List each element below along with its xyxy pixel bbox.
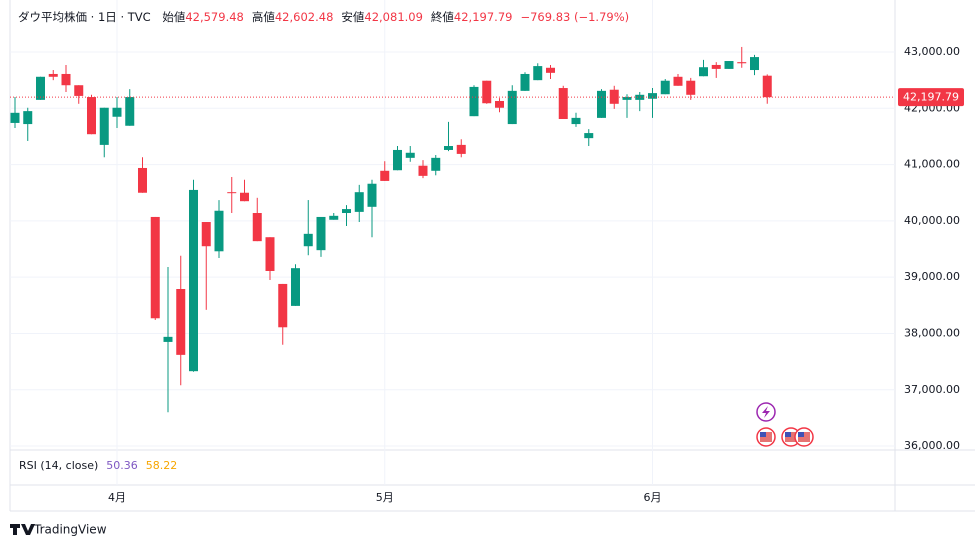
candle-body — [189, 189, 198, 372]
candle-body — [278, 283, 288, 328]
candle-body — [418, 165, 428, 176]
candle-body — [558, 88, 568, 120]
candle-body — [138, 167, 147, 193]
candle-body — [112, 107, 122, 117]
candle-body — [737, 62, 747, 64]
candle-body — [431, 157, 441, 171]
y-tick-label: 40,000.00 — [904, 214, 960, 227]
candle-body — [240, 192, 249, 202]
ohlc-name: 高値 — [251, 10, 275, 24]
ohlc-name: 安値 — [341, 10, 365, 24]
candle-body — [125, 97, 135, 126]
candle-body — [354, 192, 364, 212]
candle-body — [750, 57, 759, 71]
x-tick-label: 6月 — [644, 491, 662, 504]
candle-body — [342, 209, 351, 214]
candle-body — [23, 111, 33, 125]
candle-body — [99, 107, 109, 145]
candle-body — [61, 73, 71, 86]
candle-body — [724, 61, 734, 69]
y-tick-label: 36,000.00 — [904, 439, 960, 452]
candle-body — [316, 216, 326, 251]
candle-body — [711, 64, 721, 69]
candle-body — [303, 233, 313, 247]
candle-body — [495, 100, 504, 108]
candle-body — [176, 289, 186, 355]
candle-body — [584, 133, 594, 139]
candle-body — [622, 97, 632, 100]
symbol-title: ダウ平均株価 · 1日 · TVC — [18, 10, 151, 24]
candle-body — [571, 117, 581, 125]
header: ダウ平均株価 · 1日 · TVC 始値42,579.48 高値42,602.48… — [18, 9, 629, 25]
candle-body — [762, 75, 772, 98]
x-tick-label: 5月 — [376, 491, 394, 504]
flag-icon — [760, 432, 766, 437]
ohlc-value: 42,197.79 — [453, 10, 513, 24]
last-price-label: 42,197.79 — [903, 91, 959, 104]
candle-body — [507, 90, 517, 125]
candle-body — [469, 86, 479, 117]
ohlc-value: 42,602.48 — [274, 10, 334, 24]
candle-body — [393, 149, 402, 171]
ohlc-name: 終値 — [430, 10, 454, 24]
candle-body — [533, 66, 543, 81]
candle-body — [74, 85, 84, 96]
candle-body — [405, 152, 415, 158]
candle-body — [227, 192, 237, 194]
indicator-value: 58.22 — [146, 459, 178, 472]
candle-body — [163, 336, 173, 342]
indicator-value: 50.36 — [106, 459, 138, 472]
y-tick-label: 41,000.00 — [904, 158, 960, 171]
candle-body — [150, 216, 160, 319]
y-tick-label: 43,000.00 — [904, 45, 960, 58]
candle-body — [444, 146, 453, 150]
candle-body — [48, 73, 58, 77]
candle-body — [673, 76, 683, 86]
change: −769.83 — [520, 10, 571, 24]
brand-name: TradingView — [33, 523, 107, 537]
candle-body — [291, 268, 300, 306]
indicator-legend: RSI (14, close) 50.36 58.22 — [19, 459, 177, 472]
candle-body — [520, 73, 530, 91]
candle-body — [609, 89, 619, 104]
event-icon — [762, 406, 770, 418]
candle-body — [699, 67, 708, 77]
candle-body — [214, 210, 224, 252]
x-tick-label: 4月 — [108, 491, 126, 504]
candle-body — [456, 144, 466, 154]
last-price-tag — [898, 88, 964, 107]
candle-body — [648, 93, 657, 99]
candle-body — [380, 170, 390, 181]
ohlc-value: 42,579.48 — [185, 10, 244, 24]
candle-body — [329, 215, 339, 220]
candle-body — [367, 183, 377, 207]
candle-body — [10, 112, 20, 123]
candle-body — [252, 213, 262, 242]
candle-body — [686, 80, 696, 95]
candle-body — [87, 97, 96, 135]
brand-logo — [10, 524, 35, 535]
y-tick-label: 37,000.00 — [904, 383, 960, 396]
candle-body — [660, 80, 670, 95]
indicator-name: RSI (14, close) — [19, 459, 98, 472]
candle-body — [265, 237, 275, 271]
ohlc-name: 始値 — [162, 10, 186, 24]
candle-body — [201, 222, 211, 247]
flag-icon — [785, 432, 791, 437]
y-tick-label: 39,000.00 — [904, 270, 960, 283]
candle-body — [546, 67, 555, 73]
ohlc-value: 42,081.09 — [364, 10, 423, 24]
candle-body — [482, 80, 492, 104]
flag-icon — [798, 432, 804, 437]
y-tick-label: 38,000.00 — [904, 326, 960, 339]
change-pct: (−1.79%) — [573, 10, 630, 24]
candle-body — [36, 76, 45, 100]
candle-body — [635, 94, 645, 100]
candle-body — [597, 90, 606, 118]
